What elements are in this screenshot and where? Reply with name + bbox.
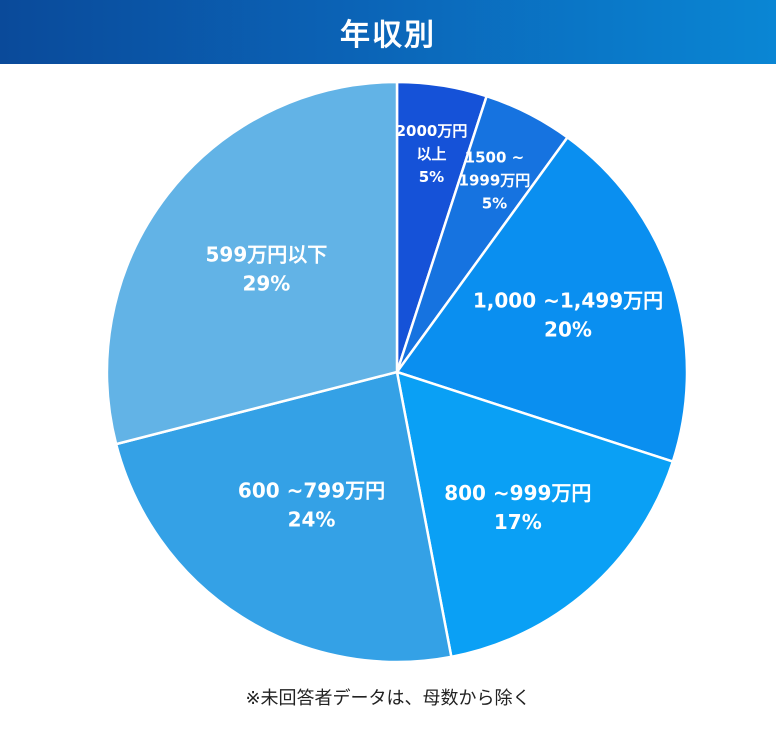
slice-percent-label-4: 24% bbox=[288, 508, 336, 532]
footnote: ※未回答者データは、母数から除く bbox=[245, 688, 531, 709]
pie-slice-4 bbox=[114, 370, 453, 664]
slice-category-label-0: 以上 bbox=[416, 145, 446, 163]
header-bar: 年収別 bbox=[0, 0, 776, 64]
pie-slice-2 bbox=[394, 135, 689, 464]
slice-category-label-5: 599万円以下 bbox=[206, 243, 328, 267]
pie-slice-3 bbox=[395, 370, 675, 659]
slice-percent-label-3: 17% bbox=[494, 510, 542, 534]
slice-category-label-1: 1999万円 bbox=[459, 171, 531, 189]
slice-percent-label-2: 20% bbox=[544, 317, 592, 341]
slice-category-label-1: 1500 ~ bbox=[465, 148, 525, 166]
slice-category-label-0: 2000万円 bbox=[396, 122, 468, 140]
chart-title: 年収別 bbox=[340, 18, 436, 53]
slice-percent-label-5: 29% bbox=[242, 272, 290, 296]
slice-category-label-4: 600 ~799万円 bbox=[238, 479, 385, 503]
slice-category-label-2: 1,000 ~1,499万円 bbox=[473, 288, 663, 312]
slice-category-label-3: 800 ~999万円 bbox=[444, 481, 591, 505]
pie-slice-5 bbox=[105, 80, 399, 446]
slice-percent-label-1: 5% bbox=[482, 194, 507, 212]
slice-percent-label-0: 5% bbox=[419, 168, 444, 186]
